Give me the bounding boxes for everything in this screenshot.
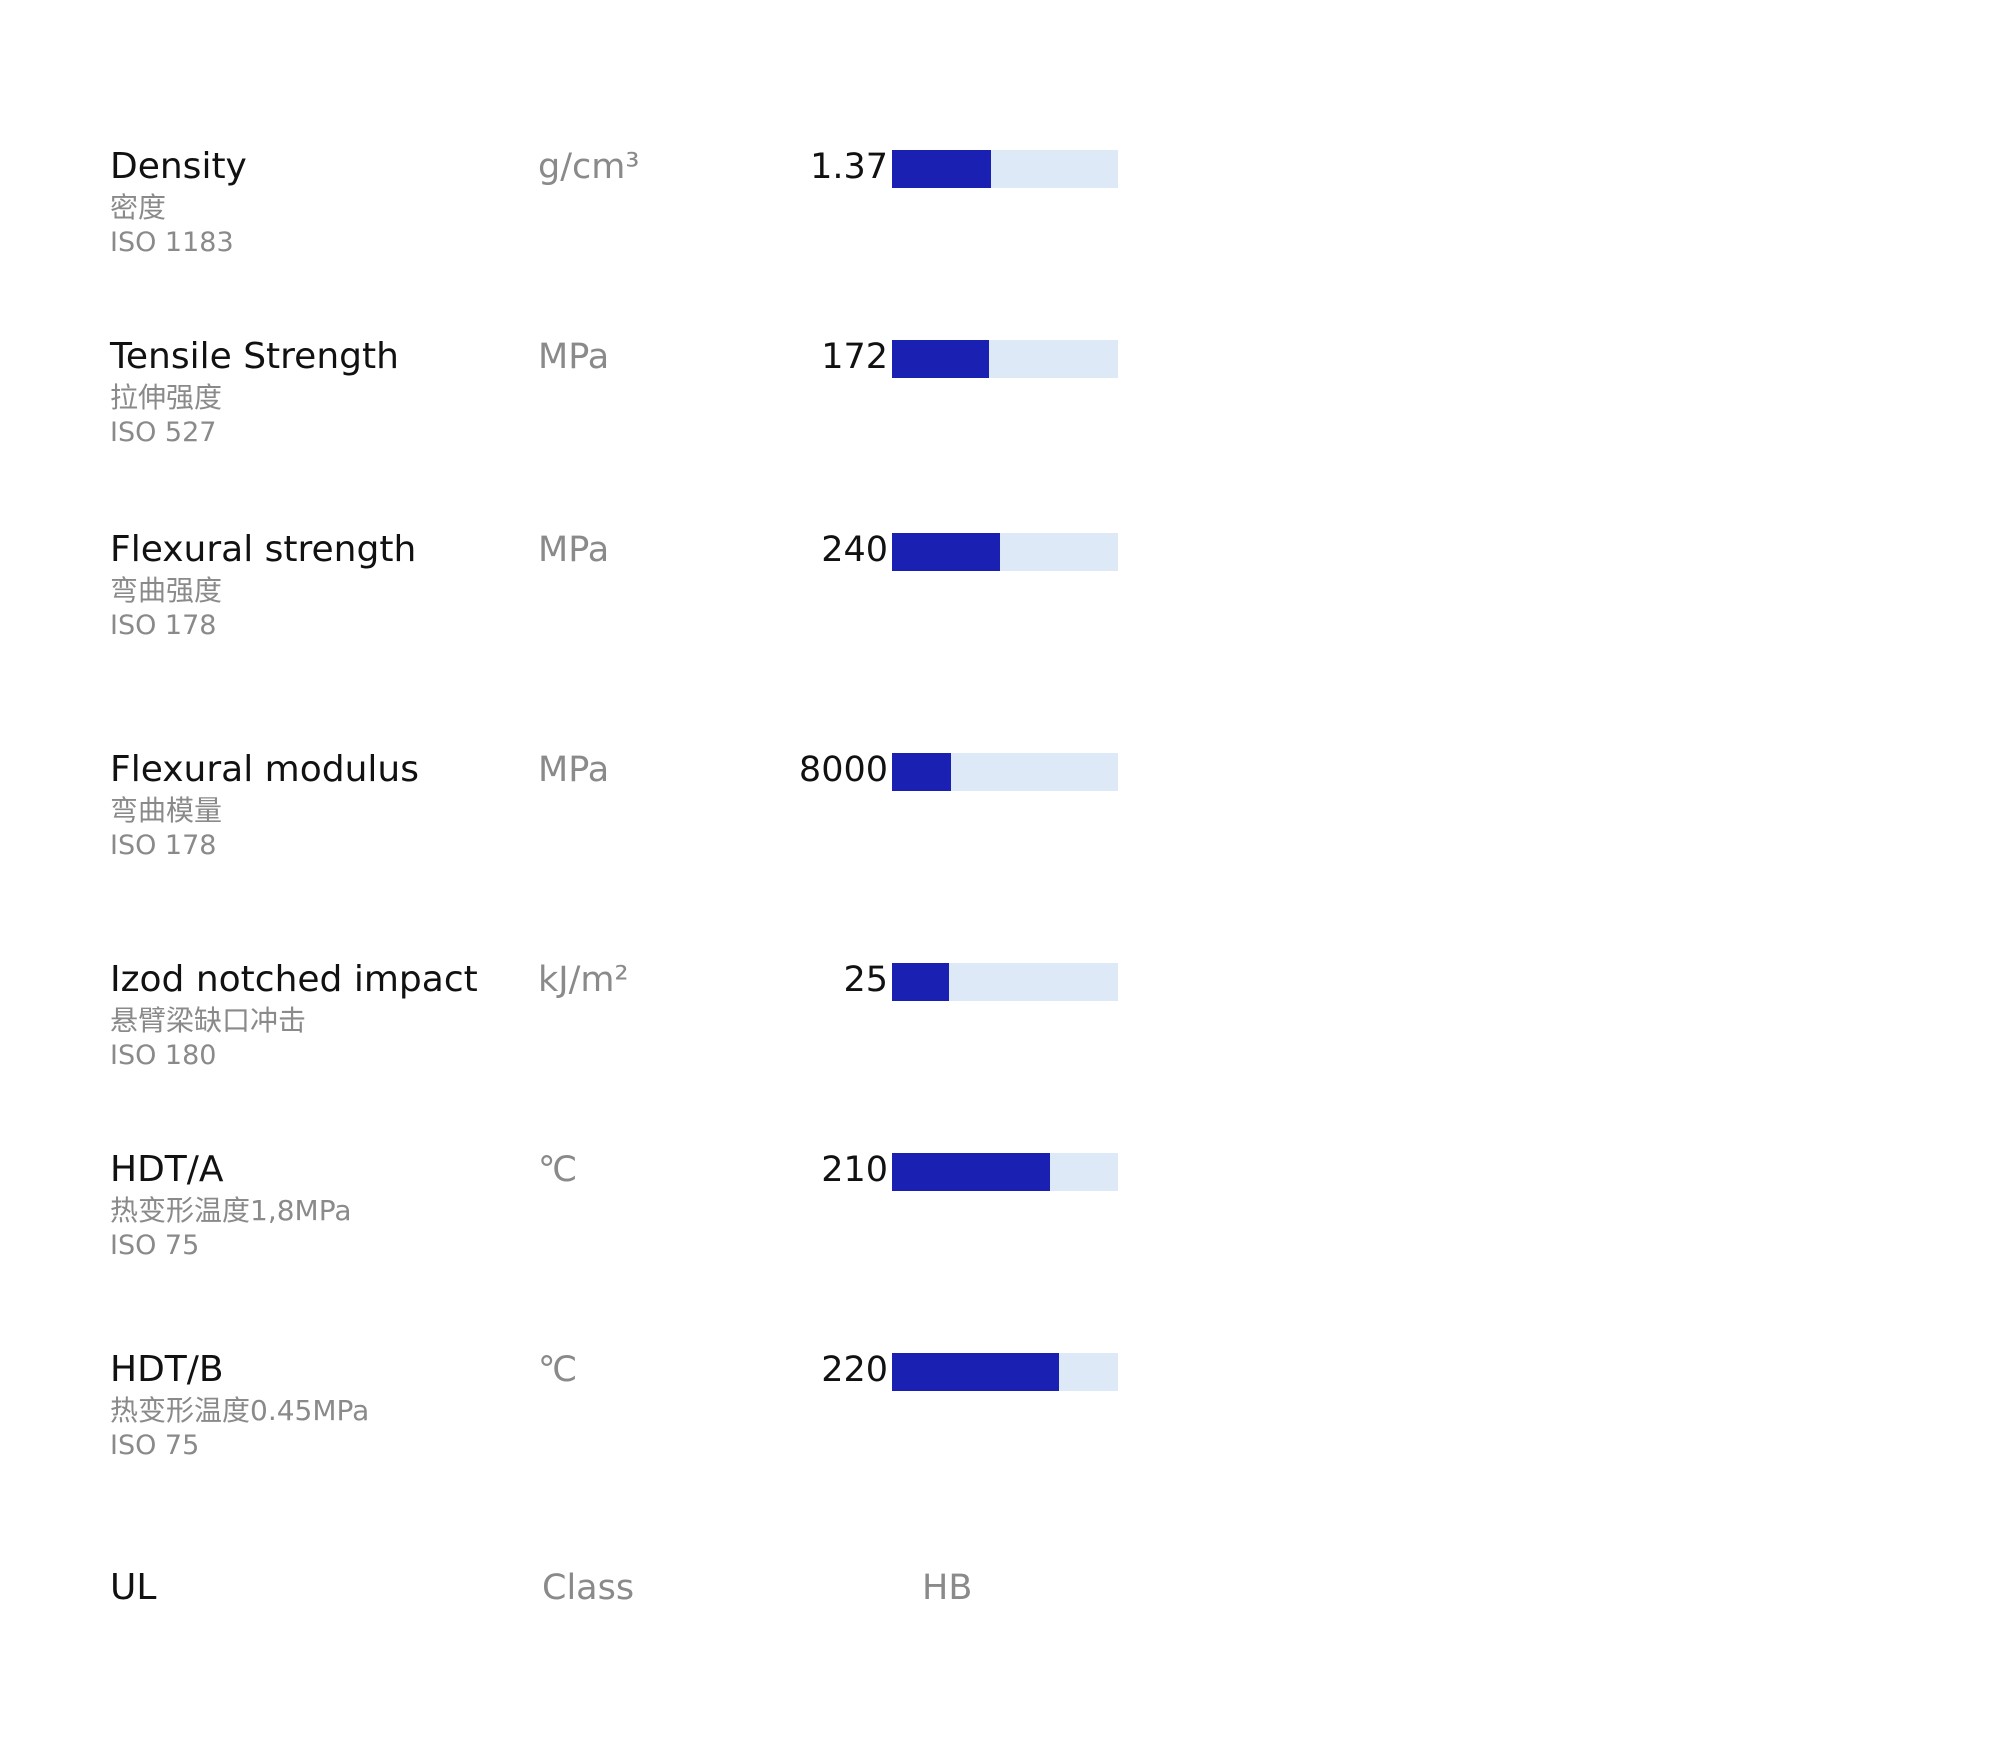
- ul-label: UL: [110, 1567, 157, 1608]
- property-row: Tensile Strength 拉伸强度 ISO 527 MPa 172: [0, 335, 1200, 485]
- property-value: 220: [821, 1350, 888, 1390]
- value-bar-track: [892, 963, 1118, 1001]
- property-unit: MPa: [538, 530, 610, 570]
- property-standard: ISO 178: [110, 610, 217, 641]
- value-bar-fill: [892, 1153, 1051, 1191]
- property-name: Flexural modulus: [110, 749, 419, 790]
- property-unit: ℃: [538, 1150, 578, 1190]
- property-name-cn: 弯曲模量: [110, 794, 223, 827]
- property-standard: ISO 75: [110, 1430, 200, 1461]
- property-name-cn: 热变形温度1,8MPa: [110, 1194, 352, 1227]
- property-value: 8000: [798, 750, 888, 790]
- property-unit: MPa: [538, 337, 610, 377]
- ul-value: HB: [922, 1568, 973, 1608]
- property-name-cn: 悬臂梁缺口冲击: [110, 1004, 307, 1037]
- property-row: Flexural modulus 弯曲模量 ISO 178 MPa 8000: [0, 748, 1200, 898]
- property-unit: ℃: [538, 1350, 578, 1390]
- property-standard: ISO 180: [110, 1040, 217, 1071]
- property-name-cn: 弯曲强度: [110, 574, 223, 607]
- property-name-cn: 密度: [110, 191, 167, 224]
- property-row: Density 密度 ISO 1183 g/cm³ 1.37: [0, 145, 1200, 295]
- value-bar-track: [892, 1353, 1118, 1391]
- property-standard: ISO 1183: [110, 227, 234, 258]
- property-value: 210: [821, 1150, 888, 1190]
- value-bar-fill: [892, 1353, 1060, 1391]
- property-name: HDT/A: [110, 1149, 224, 1190]
- property-standard: ISO 75: [110, 1230, 200, 1261]
- property-name: HDT/B: [110, 1349, 224, 1390]
- ul-unit: Class: [542, 1568, 635, 1608]
- value-bar-fill: [892, 150, 992, 188]
- value-bar-fill: [892, 340, 990, 378]
- value-bar-track: [892, 533, 1118, 571]
- value-bar-track: [892, 340, 1118, 378]
- property-name-cn: 热变形温度0.45MPa: [110, 1394, 370, 1427]
- property-value: 1.37: [810, 147, 888, 187]
- property-value: 25: [843, 960, 888, 1000]
- property-row: Izod notched impact 悬臂梁缺口冲击 ISO 180 kJ/m² 25: [0, 958, 1200, 1108]
- property-standard: ISO 527: [110, 417, 217, 448]
- property-name: Flexural strength: [110, 529, 417, 570]
- property-name: Izod notched impact: [110, 959, 478, 1000]
- value-bar-fill: [892, 533, 1001, 571]
- property-unit: g/cm³: [538, 147, 640, 187]
- value-bar-track: [892, 150, 1118, 188]
- property-row: HDT/A 热变形温度1,8MPa ISO 75 ℃ 210: [0, 1148, 1200, 1298]
- value-bar-fill: [892, 963, 949, 1001]
- property-name: Density: [110, 146, 247, 187]
- value-bar-track: [892, 1153, 1118, 1191]
- property-row: Flexural strength 弯曲强度 ISO 178 MPa 240: [0, 528, 1200, 678]
- property-standard: ISO 178: [110, 830, 217, 861]
- property-unit: MPa: [538, 750, 610, 790]
- property-row: HDT/B 热变形温度0.45MPa ISO 75 ℃ 220: [0, 1348, 1200, 1498]
- property-name: Tensile Strength: [110, 336, 399, 377]
- value-bar-fill: [892, 753, 951, 791]
- property-unit: kJ/m²: [538, 960, 629, 1000]
- property-name-cn: 拉伸强度: [110, 381, 223, 414]
- property-value: 240: [821, 530, 888, 570]
- value-bar-track: [892, 753, 1118, 791]
- property-value: 172: [821, 337, 888, 377]
